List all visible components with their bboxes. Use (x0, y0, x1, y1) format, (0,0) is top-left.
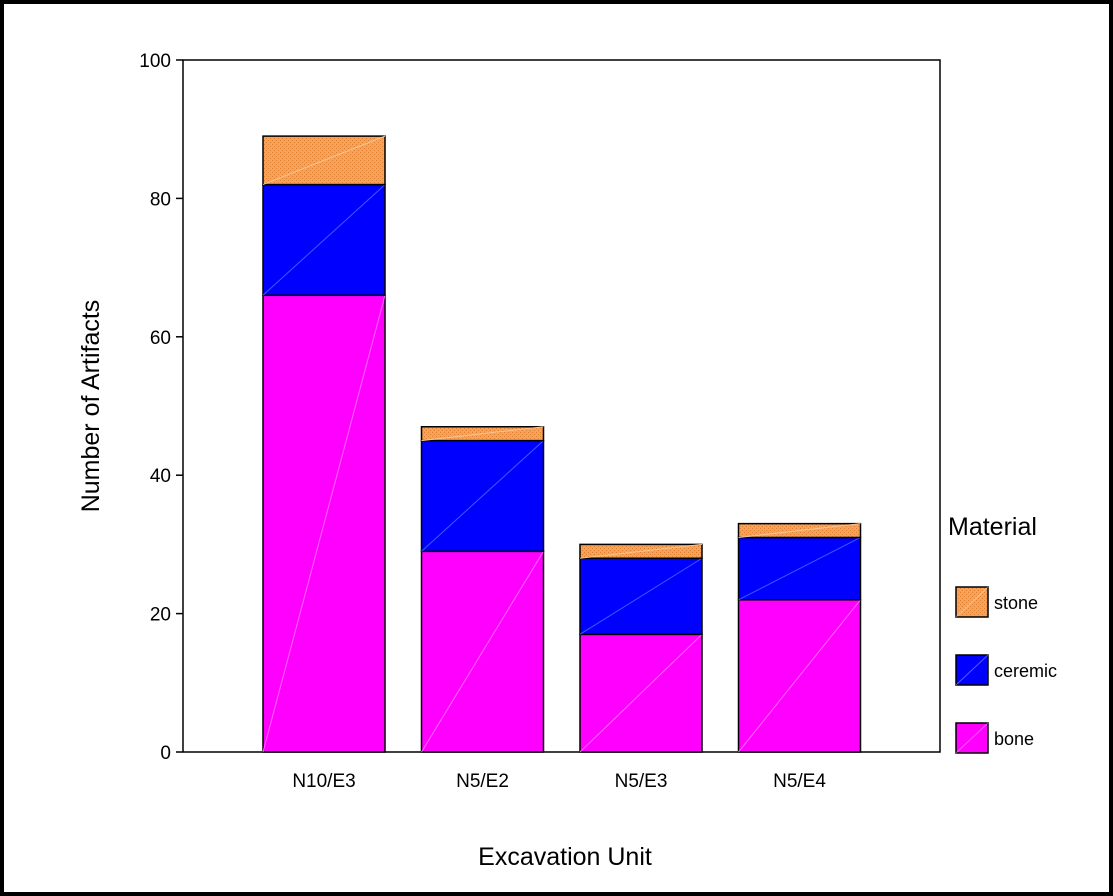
x-tick-label: N5/E3 (615, 771, 668, 792)
legend-label-ceremic: ceremic (994, 661, 1057, 681)
y-axis-title: Number of Artifacts (77, 300, 105, 513)
legend-swatch-bone (955, 722, 989, 754)
bar-shading-line (262, 184, 386, 296)
bars (262, 135, 862, 753)
y-tick-label: 80 (150, 189, 171, 210)
x-tick-label: N10/E3 (292, 771, 355, 792)
legend-label-bone: bone (994, 729, 1034, 749)
legend-swatch-shading (955, 722, 989, 754)
legend-label-stone: stone (994, 593, 1038, 613)
y-tick-label: 100 (139, 51, 171, 72)
y-tick-label: 40 (150, 466, 171, 487)
x-axis: N10/E3 N5/E2 N5/E3 N5/E4 (292, 771, 826, 792)
bar-shading-line (262, 295, 386, 753)
y-tick-label: 0 (160, 743, 171, 764)
y-tick-label: 20 (150, 605, 171, 626)
bar-shading-line (421, 440, 544, 552)
x-tick-label: N5/E4 (773, 771, 826, 792)
bar-shading-line (738, 599, 861, 753)
bar-shading-line (421, 426, 544, 442)
x-axis-title: Excavation Unit (478, 843, 652, 871)
legend-swatch-shading (955, 586, 989, 618)
x-tick-label: N5/E2 (456, 771, 509, 792)
bar-shading-line (579, 634, 703, 753)
bar-shading-line (262, 135, 386, 186)
legend-title: Material (948, 513, 1037, 541)
y-axis: 0 20 40 60 80 100 (139, 51, 183, 764)
bar-shading-line (421, 551, 544, 753)
bar-shading-line (738, 537, 861, 601)
bar-shading-line (579, 557, 703, 635)
legend-swatch-shading (955, 654, 989, 686)
legend-swatch-stone (955, 586, 989, 618)
bar-shading-line (579, 543, 703, 559)
legend: Material stone ceremic bone (948, 513, 1057, 754)
y-tick-label: 60 (150, 328, 171, 349)
bar-shading-line (738, 523, 861, 538)
legend-swatch-ceremic (955, 654, 989, 686)
